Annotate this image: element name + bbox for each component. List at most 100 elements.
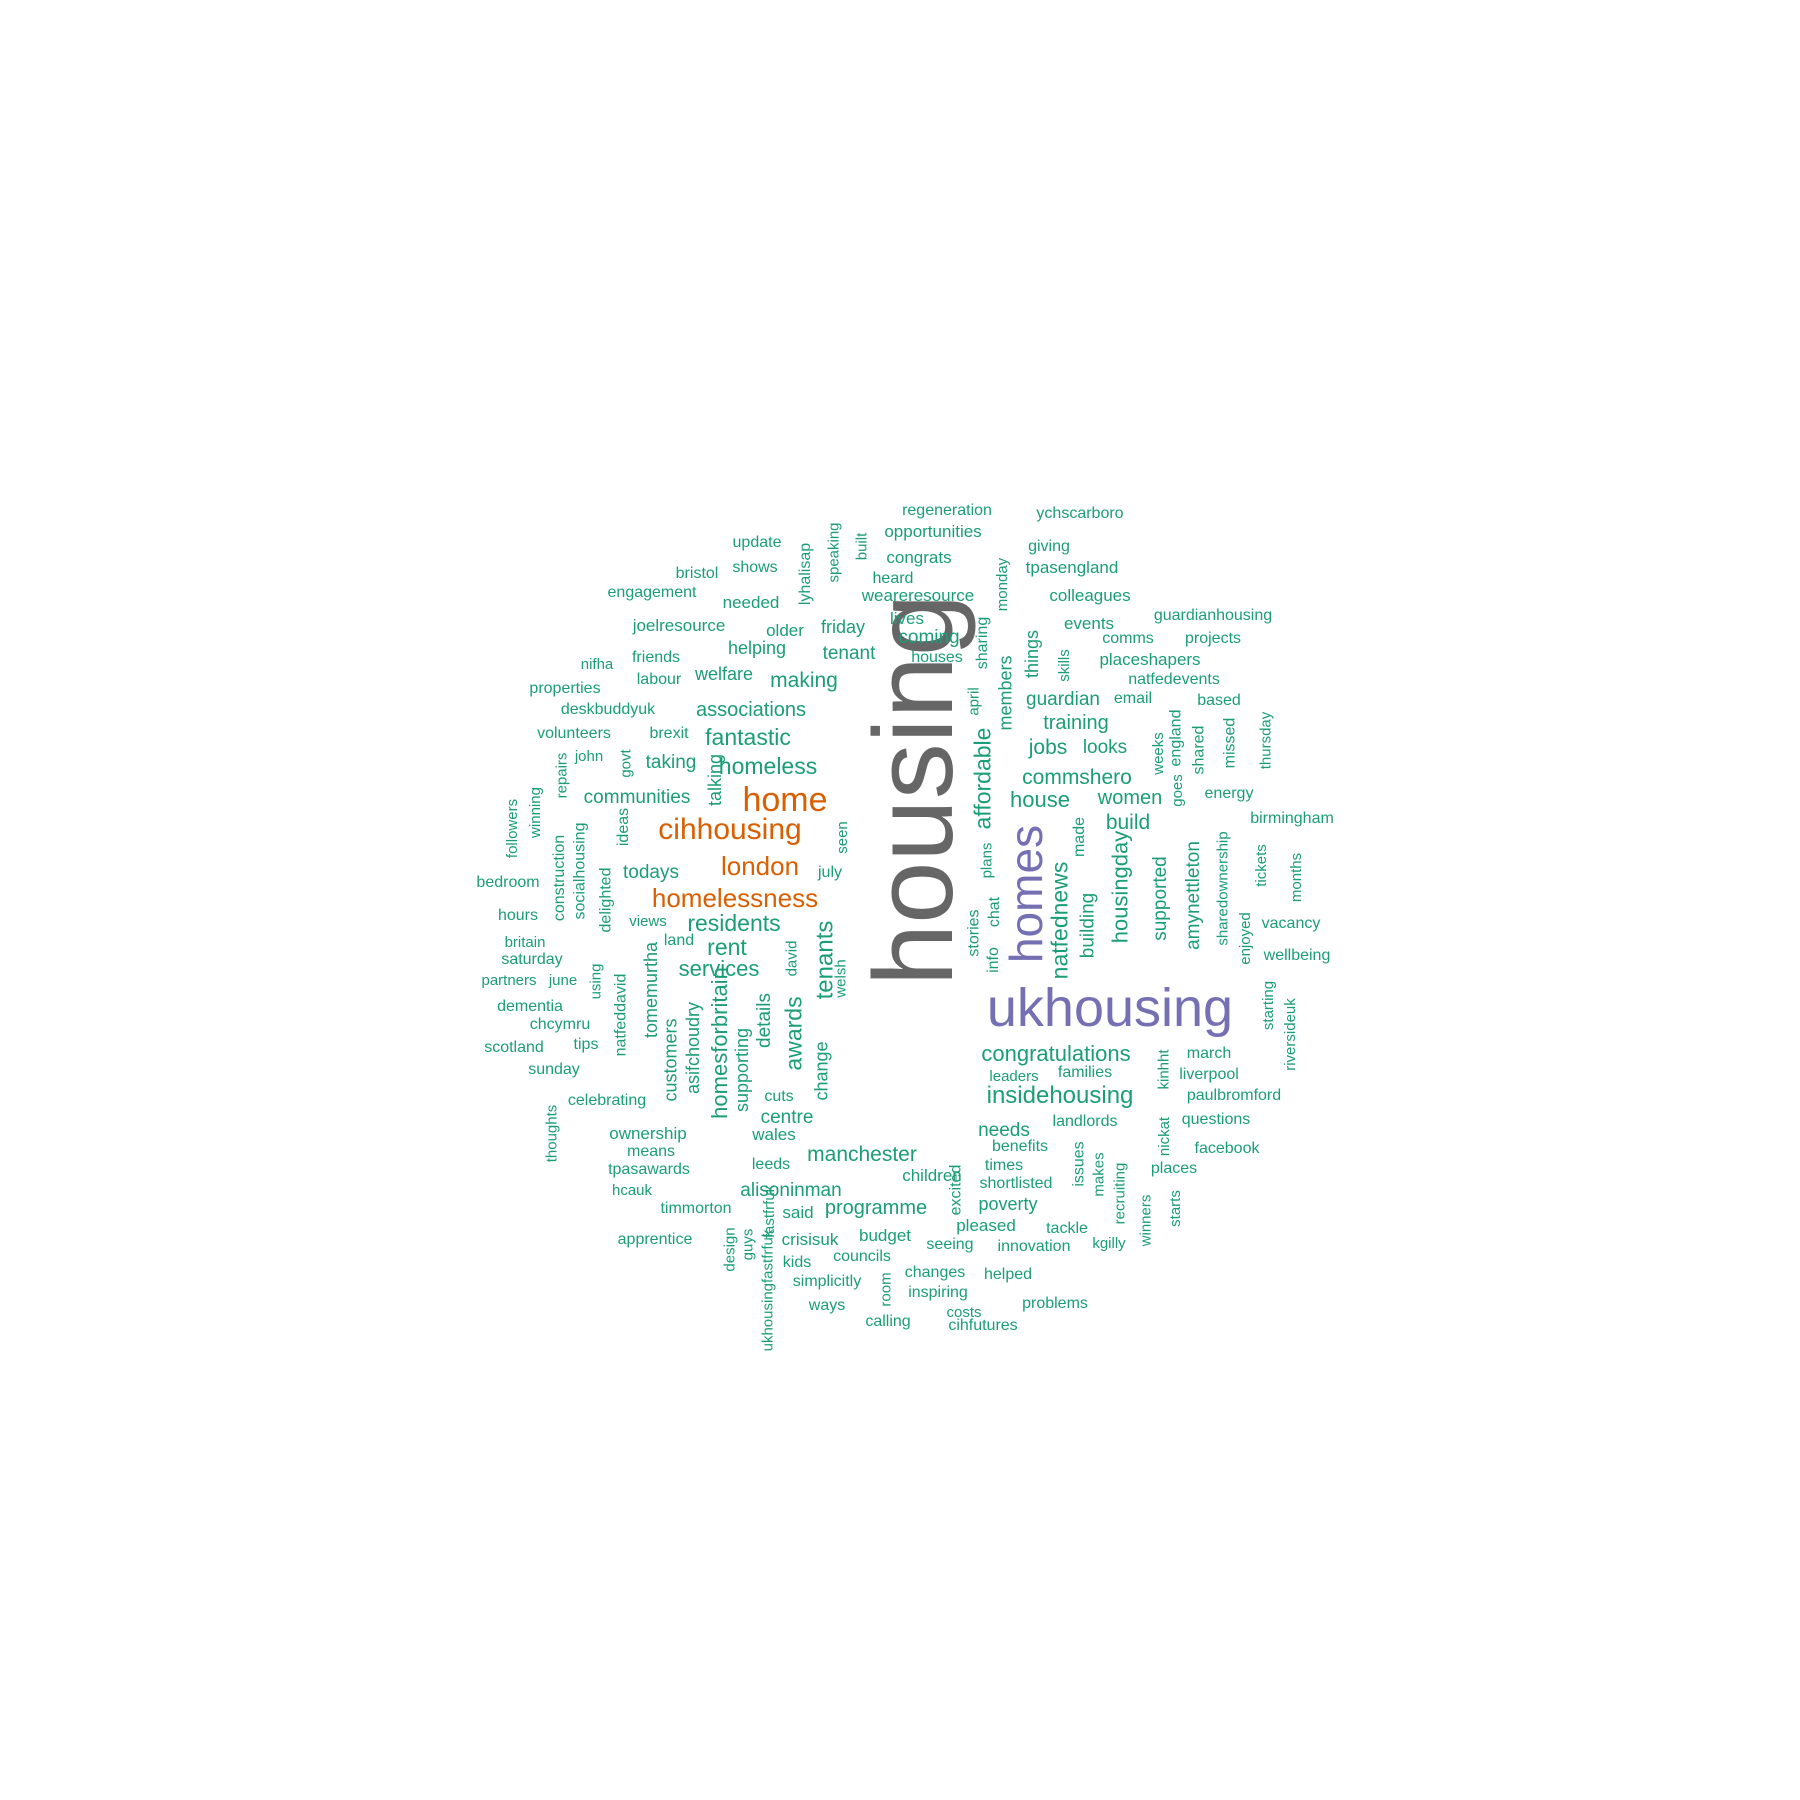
word-socialhousing: socialhousing — [570, 822, 588, 920]
word-homeless: homeless — [718, 752, 818, 779]
word-chcymru: chcymru — [529, 1016, 591, 1033]
word-cihfutures: cihfutures — [948, 1317, 1018, 1334]
word-seen: seen — [833, 820, 851, 854]
word-based: based — [1197, 692, 1241, 709]
word-timmorton: timmorton — [660, 1200, 732, 1217]
word-manchester: manchester — [807, 1142, 917, 1166]
word-lyhalisap: lyhalisap — [796, 542, 814, 606]
word-brexit: brexit — [649, 725, 689, 742]
word-build: build — [1105, 810, 1151, 834]
word-ownership: ownership — [609, 1123, 687, 1143]
word-alisoninman: alisoninman — [740, 1179, 842, 1201]
word-govt: govt — [617, 748, 635, 778]
word-families: families — [1057, 1064, 1113, 1081]
word-landlords: landlords — [1052, 1113, 1118, 1130]
word-helping: helping — [727, 638, 787, 658]
word-rent: rent — [707, 933, 747, 960]
word-john: john — [574, 747, 604, 765]
word-tenant: tenant — [822, 642, 876, 664]
word-todays: todays — [623, 861, 679, 883]
word-riversideuk: riversideuk — [1281, 997, 1299, 1071]
word-regeneration: regeneration — [902, 502, 992, 519]
word-shows: shows — [732, 559, 778, 576]
word-opportunities: opportunities — [884, 521, 982, 541]
word-inspiring: inspiring — [908, 1284, 968, 1301]
word-ukhousing: ukhousing — [986, 978, 1234, 1038]
word-design: design — [721, 1226, 739, 1272]
word-seeing: seeing — [926, 1236, 974, 1253]
word-poverty: poverty — [978, 1194, 1038, 1214]
word-tips: tips — [573, 1036, 599, 1053]
word-birmingham: birmingham — [1250, 810, 1334, 827]
word-things: things — [1021, 629, 1042, 679]
word-enjoyed: enjoyed — [1236, 911, 1254, 965]
word-guys: guys — [739, 1228, 757, 1260]
word-lives: lives — [889, 608, 924, 628]
word-details: details — [753, 992, 775, 1048]
word-weeks: weeks — [1149, 731, 1167, 775]
word-shared: shared — [1189, 725, 1207, 775]
word-plans: plans — [978, 842, 996, 878]
word-homes: homes — [999, 824, 1052, 964]
word-costs: costs — [946, 1303, 982, 1321]
word-issues: issues — [1070, 1141, 1088, 1187]
word-problems: problems — [1022, 1295, 1088, 1312]
word-thoughts: thoughts — [543, 1104, 561, 1162]
word-ways: ways — [808, 1297, 846, 1314]
word-comms: comms — [1102, 630, 1154, 647]
word-placeshapers: placeshapers — [1099, 649, 1201, 669]
word-sharedownership: sharedownership — [1214, 830, 1232, 946]
word-supporting: supporting — [732, 1027, 752, 1113]
word-nickat: nickat — [1156, 1116, 1174, 1156]
word-houses: houses — [911, 649, 963, 666]
word-centre: centre — [760, 1106, 814, 1128]
word-older: older — [766, 620, 804, 640]
word-kids: kids — [782, 1254, 812, 1271]
word-chat: chat — [986, 896, 1003, 928]
word-skills: skills — [1055, 648, 1073, 682]
word-makes: makes — [1090, 1151, 1108, 1197]
word-cihhousing: cihhousing — [658, 813, 802, 846]
word-events: events — [1063, 613, 1115, 633]
word-partners: partners — [481, 971, 537, 989]
word-using: using — [587, 963, 605, 999]
word-info: info — [984, 947, 1002, 973]
word-welfare: welfare — [694, 664, 754, 684]
word-guardianhousing: guardianhousing — [1153, 607, 1273, 624]
word-winners: winners — [1137, 1194, 1155, 1246]
word-sharing: sharing — [973, 616, 991, 670]
word-hcauk: hcauk — [611, 1181, 653, 1199]
word-giving: giving — [1028, 538, 1070, 555]
word-joelresource: joelresource — [632, 615, 726, 635]
word-saturday: saturday — [501, 951, 563, 968]
word-coming: coming — [898, 626, 960, 648]
word-excited: excited — [946, 1164, 964, 1216]
word-insidehousing: insidehousing — [986, 1082, 1134, 1109]
word-apprentice: apprentice — [617, 1231, 693, 1248]
word-kinhht: kinhht — [1155, 1048, 1173, 1090]
word-kgilly: kgilly — [1092, 1234, 1126, 1252]
word-needed: needed — [722, 592, 780, 612]
word-training: training — [1043, 712, 1109, 734]
word-energy: energy — [1204, 785, 1254, 802]
word-bedroom: bedroom — [476, 874, 540, 891]
word-looks: looks — [1082, 736, 1128, 758]
word-crisisuk: crisisuk — [781, 1229, 839, 1249]
word-tackle: tackle — [1046, 1220, 1088, 1237]
word-women: women — [1097, 787, 1163, 809]
word-affordable: affordable — [969, 727, 996, 829]
word-ideas: ideas — [615, 807, 632, 847]
word-april: april — [965, 686, 983, 716]
word-welsh: welsh — [832, 958, 850, 998]
word-asifchoudry: asifchoudry — [683, 1001, 703, 1095]
word-tomemurtha: tomemurtha — [640, 941, 661, 1039]
word-volunteers: volunteers — [537, 725, 611, 742]
word-email: email — [1113, 690, 1153, 707]
word-taking: taking — [645, 751, 697, 773]
word-recruiting: recruiting — [1111, 1162, 1129, 1224]
word-followers: followers — [504, 798, 522, 858]
word-councils: councils — [833, 1248, 891, 1265]
word-months: months — [1288, 852, 1306, 902]
word-views: views — [629, 912, 667, 930]
word-wales: wales — [752, 1124, 796, 1144]
